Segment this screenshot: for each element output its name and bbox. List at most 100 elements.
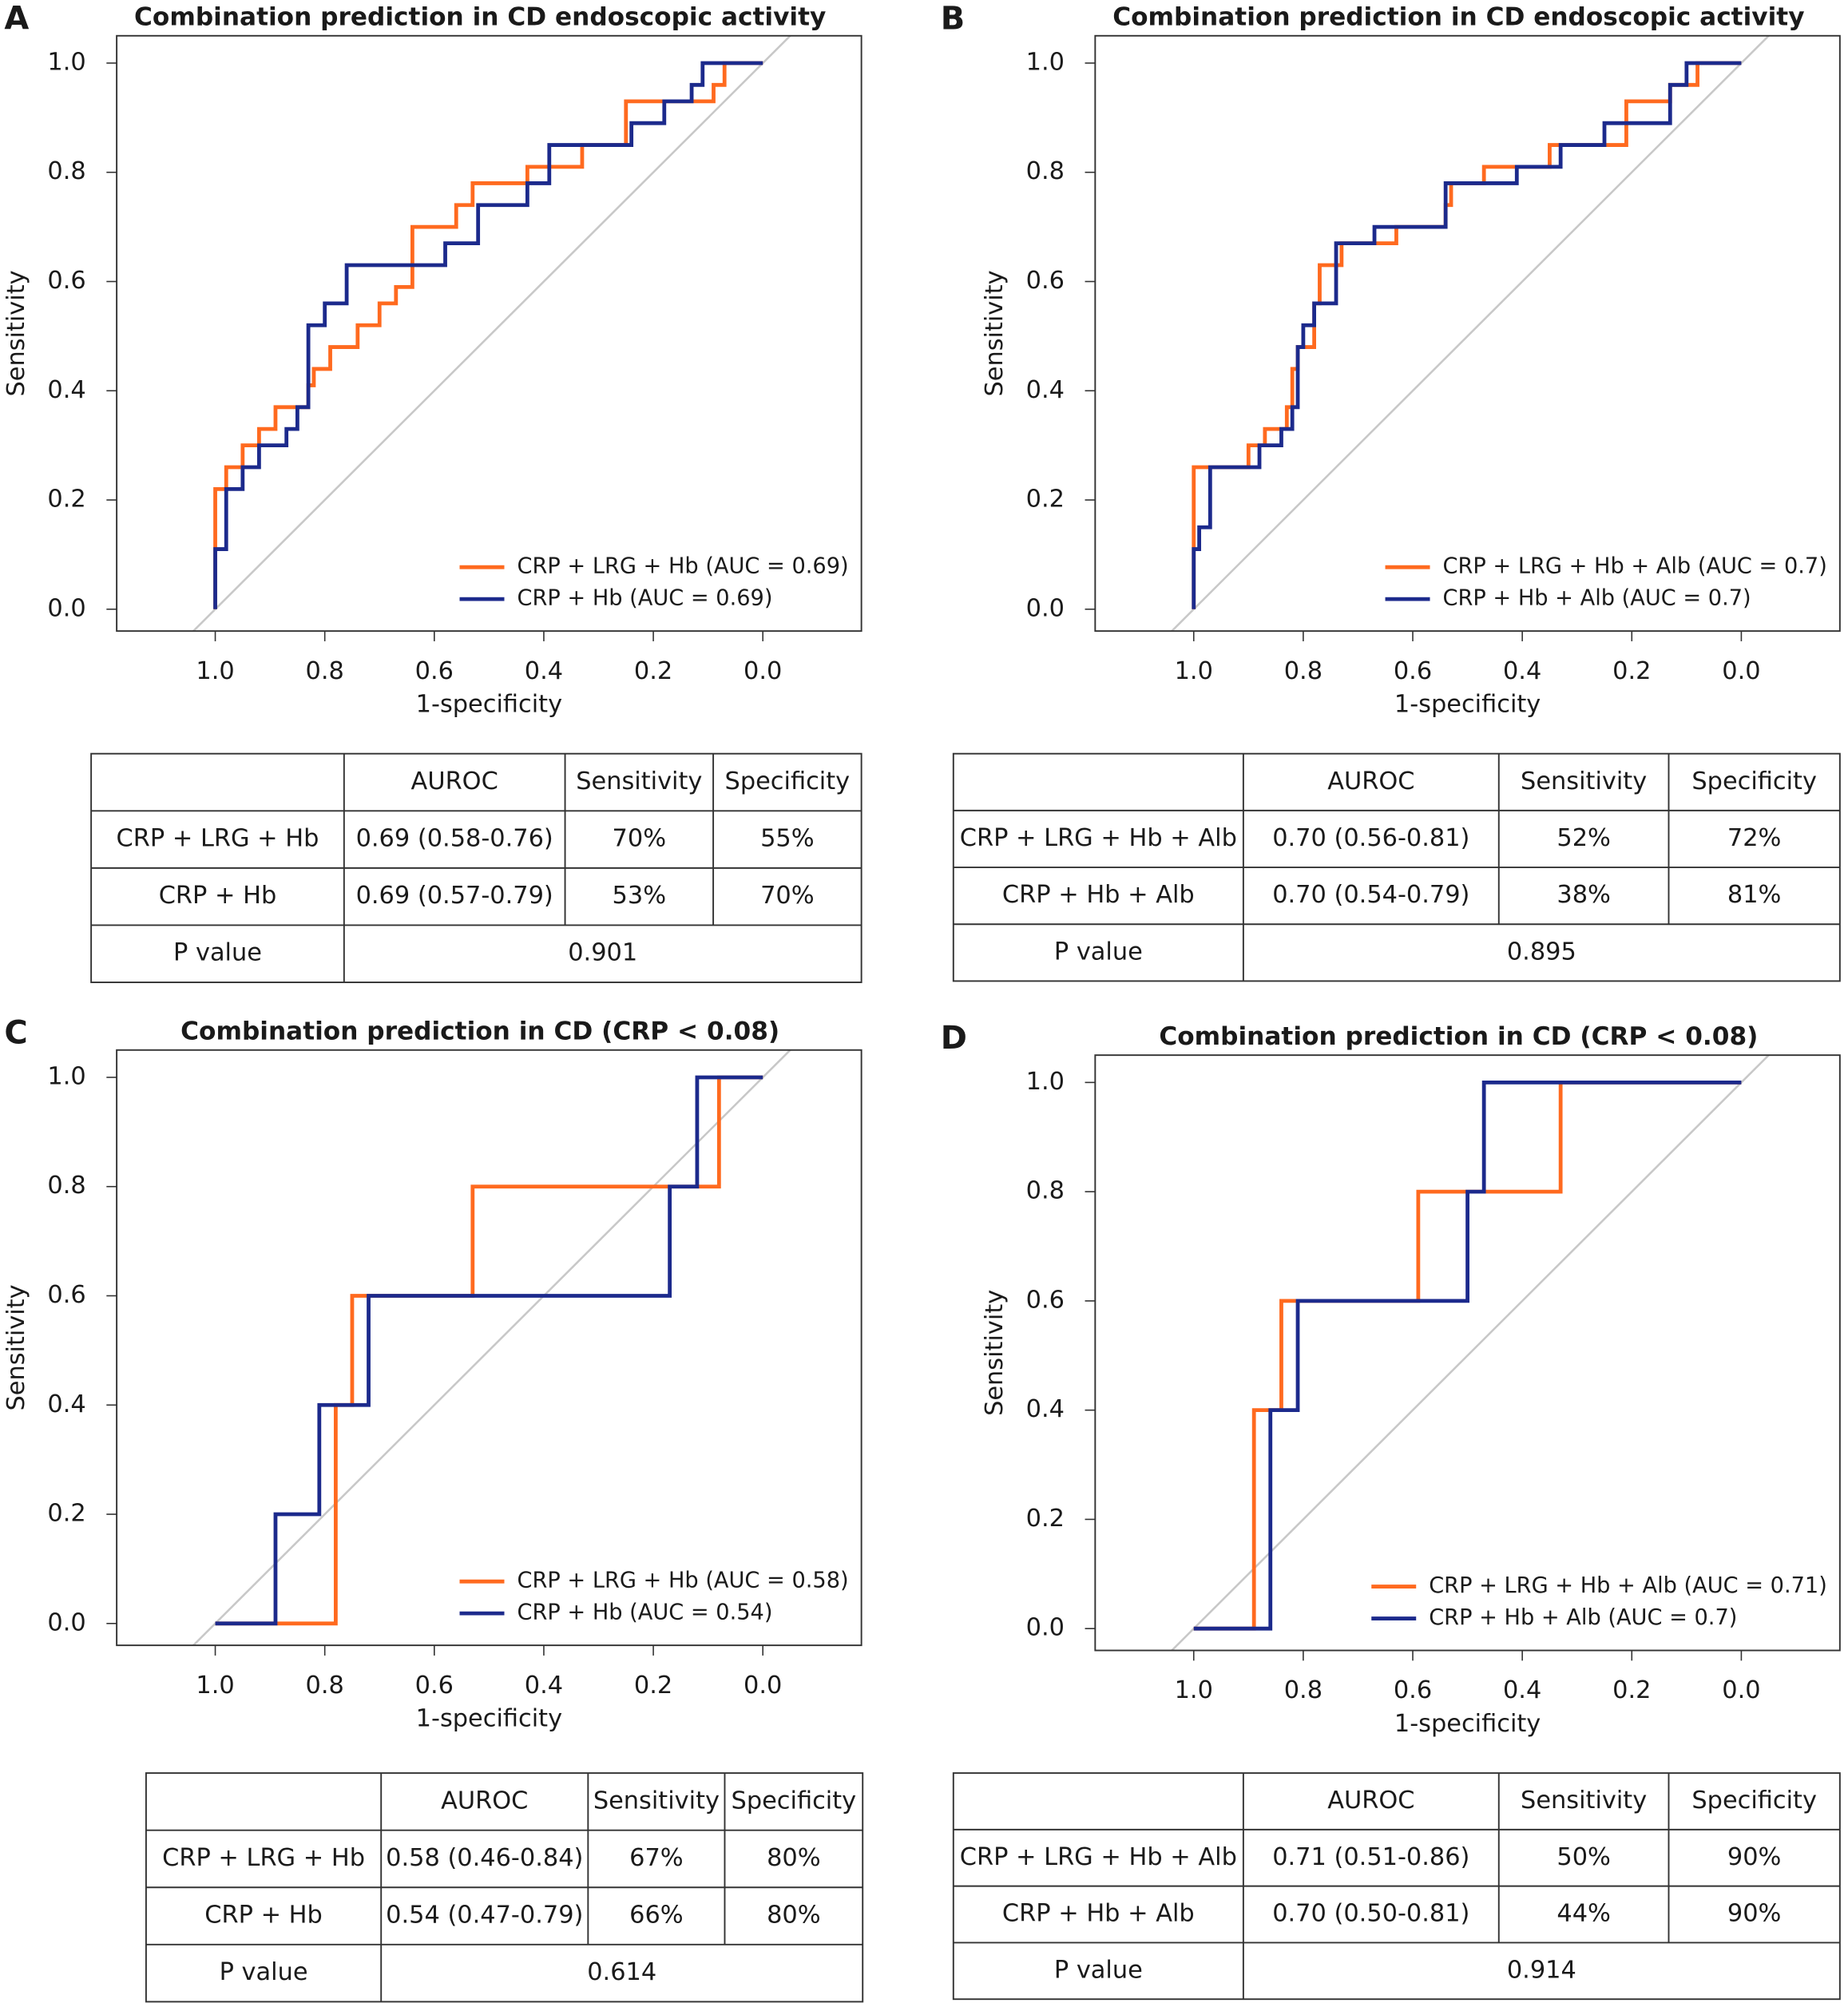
p-value: 0.914 <box>1507 1956 1576 1984</box>
legend-label: CRP + LRG + Hb (AUC = 0.69) <box>517 554 848 579</box>
x-tick-label: 1.0 <box>1175 657 1213 685</box>
x-axis-label: 1-specificity <box>416 1704 562 1732</box>
table-cell: 0.71 (0.51-0.86) <box>1272 1843 1469 1871</box>
table-cell: 55% <box>760 825 815 853</box>
x-tick-label: 0.8 <box>306 657 344 685</box>
x-axis-label: 1-specificity <box>416 690 562 718</box>
plot-frame <box>1094 34 1841 633</box>
x-tick-label: 0.0 <box>744 1672 782 1700</box>
y-tick-label: 0.6 <box>47 1281 85 1309</box>
plot-frame <box>116 34 863 633</box>
table-cell: 72% <box>1727 824 1782 852</box>
table-cell: 53% <box>613 882 667 910</box>
x-tick-label: 0.8 <box>306 1672 344 1700</box>
y-tick-label: 0.2 <box>1026 1505 1065 1533</box>
y-tick-label: 0.8 <box>47 157 85 185</box>
x-tick-label: 0.4 <box>525 657 563 685</box>
y-tick-label: 0.2 <box>1026 486 1065 514</box>
x-tick-label: 1.0 <box>196 1672 234 1700</box>
y-tick-label: 0.4 <box>1026 376 1065 404</box>
table-cell: 0.69 (0.57-0.79) <box>356 882 553 910</box>
y-tick-label: 0.4 <box>47 1390 85 1418</box>
table-cell: 70% <box>613 825 667 853</box>
table-cell: 0.58 (0.46-0.84) <box>386 1844 583 1872</box>
reference-line <box>192 1049 792 1646</box>
y-tick-label: 0.8 <box>47 1172 85 1200</box>
table-cell: CRP + LRG + Hb + Alb <box>960 824 1237 852</box>
table-header: AUROC <box>1327 1787 1414 1815</box>
y-tick-label: 0.8 <box>1026 1177 1065 1205</box>
table-cell: 38% <box>1557 881 1611 909</box>
table-cell: 67% <box>629 1844 684 1872</box>
table-cell: 0.69 (0.58-0.76) <box>356 825 553 853</box>
table-cell: 90% <box>1727 1900 1782 1928</box>
table-header: Specificity <box>725 767 851 795</box>
table-header: Sensitivity <box>1521 1787 1647 1815</box>
x-axis-label: 1-specificity <box>1394 690 1541 718</box>
legend-label: CRP + Hb + Alb (AUC = 0.7) <box>1429 1605 1737 1630</box>
panel-label: B <box>941 1 965 38</box>
p-label: P value <box>1054 1956 1143 1984</box>
table-header: Specificity <box>1691 1787 1817 1815</box>
table-header: AUROC <box>411 767 498 795</box>
y-tick-label: 0.0 <box>1026 1614 1065 1642</box>
legend-label: CRP + Hb + Alb (AUC = 0.7) <box>1443 586 1751 611</box>
plot-frame <box>116 1049 863 1647</box>
x-tick-label: 0.2 <box>634 1672 672 1700</box>
table-header: AUROC <box>1327 767 1414 795</box>
x-tick-label: 0.6 <box>1394 1676 1432 1704</box>
panel-label: D <box>941 1020 967 1057</box>
x-axis-label: 1-specificity <box>1394 1710 1541 1738</box>
chart-title: Combination prediction in CD endoscopic … <box>1112 2 1804 31</box>
x-tick-label: 0.2 <box>1612 1676 1651 1704</box>
roc-curve <box>215 1075 763 1626</box>
x-tick-label: 0.0 <box>744 657 782 685</box>
x-tick-label: 0.0 <box>1722 657 1760 685</box>
legend-label: CRP + LRG + Hb + Alb (AUC = 0.7) <box>1443 554 1827 579</box>
x-tick-label: 0.2 <box>1612 657 1651 685</box>
y-tick-label: 0.2 <box>47 1500 85 1528</box>
x-tick-label: 0.6 <box>1394 657 1432 685</box>
y-tick-label: 0.2 <box>47 486 85 514</box>
table-cell: 66% <box>629 1902 684 1930</box>
table-cell: 0.54 (0.47-0.79) <box>386 1902 583 1930</box>
y-tick-label: 0.8 <box>1026 157 1065 185</box>
table-cell: 81% <box>1727 881 1782 909</box>
p-value: 0.614 <box>587 1958 656 1986</box>
table-cell: CRP + Hb <box>204 1902 323 1930</box>
table-cell: CRP + LRG + Hb + Alb <box>960 1843 1237 1871</box>
p-label: P value <box>173 939 262 967</box>
chart-title: Combination prediction in CD (CRP < 0.08… <box>180 1017 779 1045</box>
x-tick-label: 0.0 <box>1722 1676 1760 1704</box>
y-tick-label: 0.0 <box>1026 594 1065 622</box>
y-axis-label: Sensitivity <box>2 1284 30 1410</box>
legend-label: CRP + Hb (AUC = 0.69) <box>517 586 772 611</box>
table-header: Specificity <box>1691 767 1817 795</box>
legend-label: CRP + Hb (AUC = 0.54) <box>517 1600 772 1625</box>
table-cell: 44% <box>1557 1900 1611 1928</box>
x-tick-label: 1.0 <box>196 657 234 685</box>
table-cell: 0.70 (0.54-0.79) <box>1272 881 1469 909</box>
table-cell: 90% <box>1727 1843 1782 1871</box>
y-tick-label: 1.0 <box>47 1062 85 1090</box>
y-tick-label: 1.0 <box>47 48 85 76</box>
p-label: P value <box>220 1958 308 1986</box>
reference-line <box>1170 1055 1771 1651</box>
x-tick-label: 0.4 <box>1503 657 1541 685</box>
table-header: Specificity <box>732 1787 857 1815</box>
table-header: Sensitivity <box>593 1787 720 1815</box>
y-tick-label: 0.0 <box>47 1608 85 1636</box>
y-axis-label: Sensitivity <box>2 270 30 396</box>
y-tick-label: 0.4 <box>1026 1395 1065 1423</box>
plot-frame <box>1094 1054 1841 1652</box>
table-header: AUROC <box>441 1787 528 1815</box>
table-cell: CRP + Hb + Alb <box>1002 881 1195 909</box>
table-cell: 80% <box>767 1902 821 1930</box>
roc-curve <box>213 61 763 609</box>
x-tick-label: 1.0 <box>1175 1676 1213 1704</box>
table-cell: CRP + LRG + Hb <box>162 1844 365 1872</box>
legend-label: CRP + LRG + Hb + Alb (AUC = 0.71) <box>1429 1573 1827 1598</box>
table-cell: 0.70 (0.50-0.81) <box>1272 1900 1469 1928</box>
table-cell: CRP + Hb + Alb <box>1002 1900 1195 1928</box>
